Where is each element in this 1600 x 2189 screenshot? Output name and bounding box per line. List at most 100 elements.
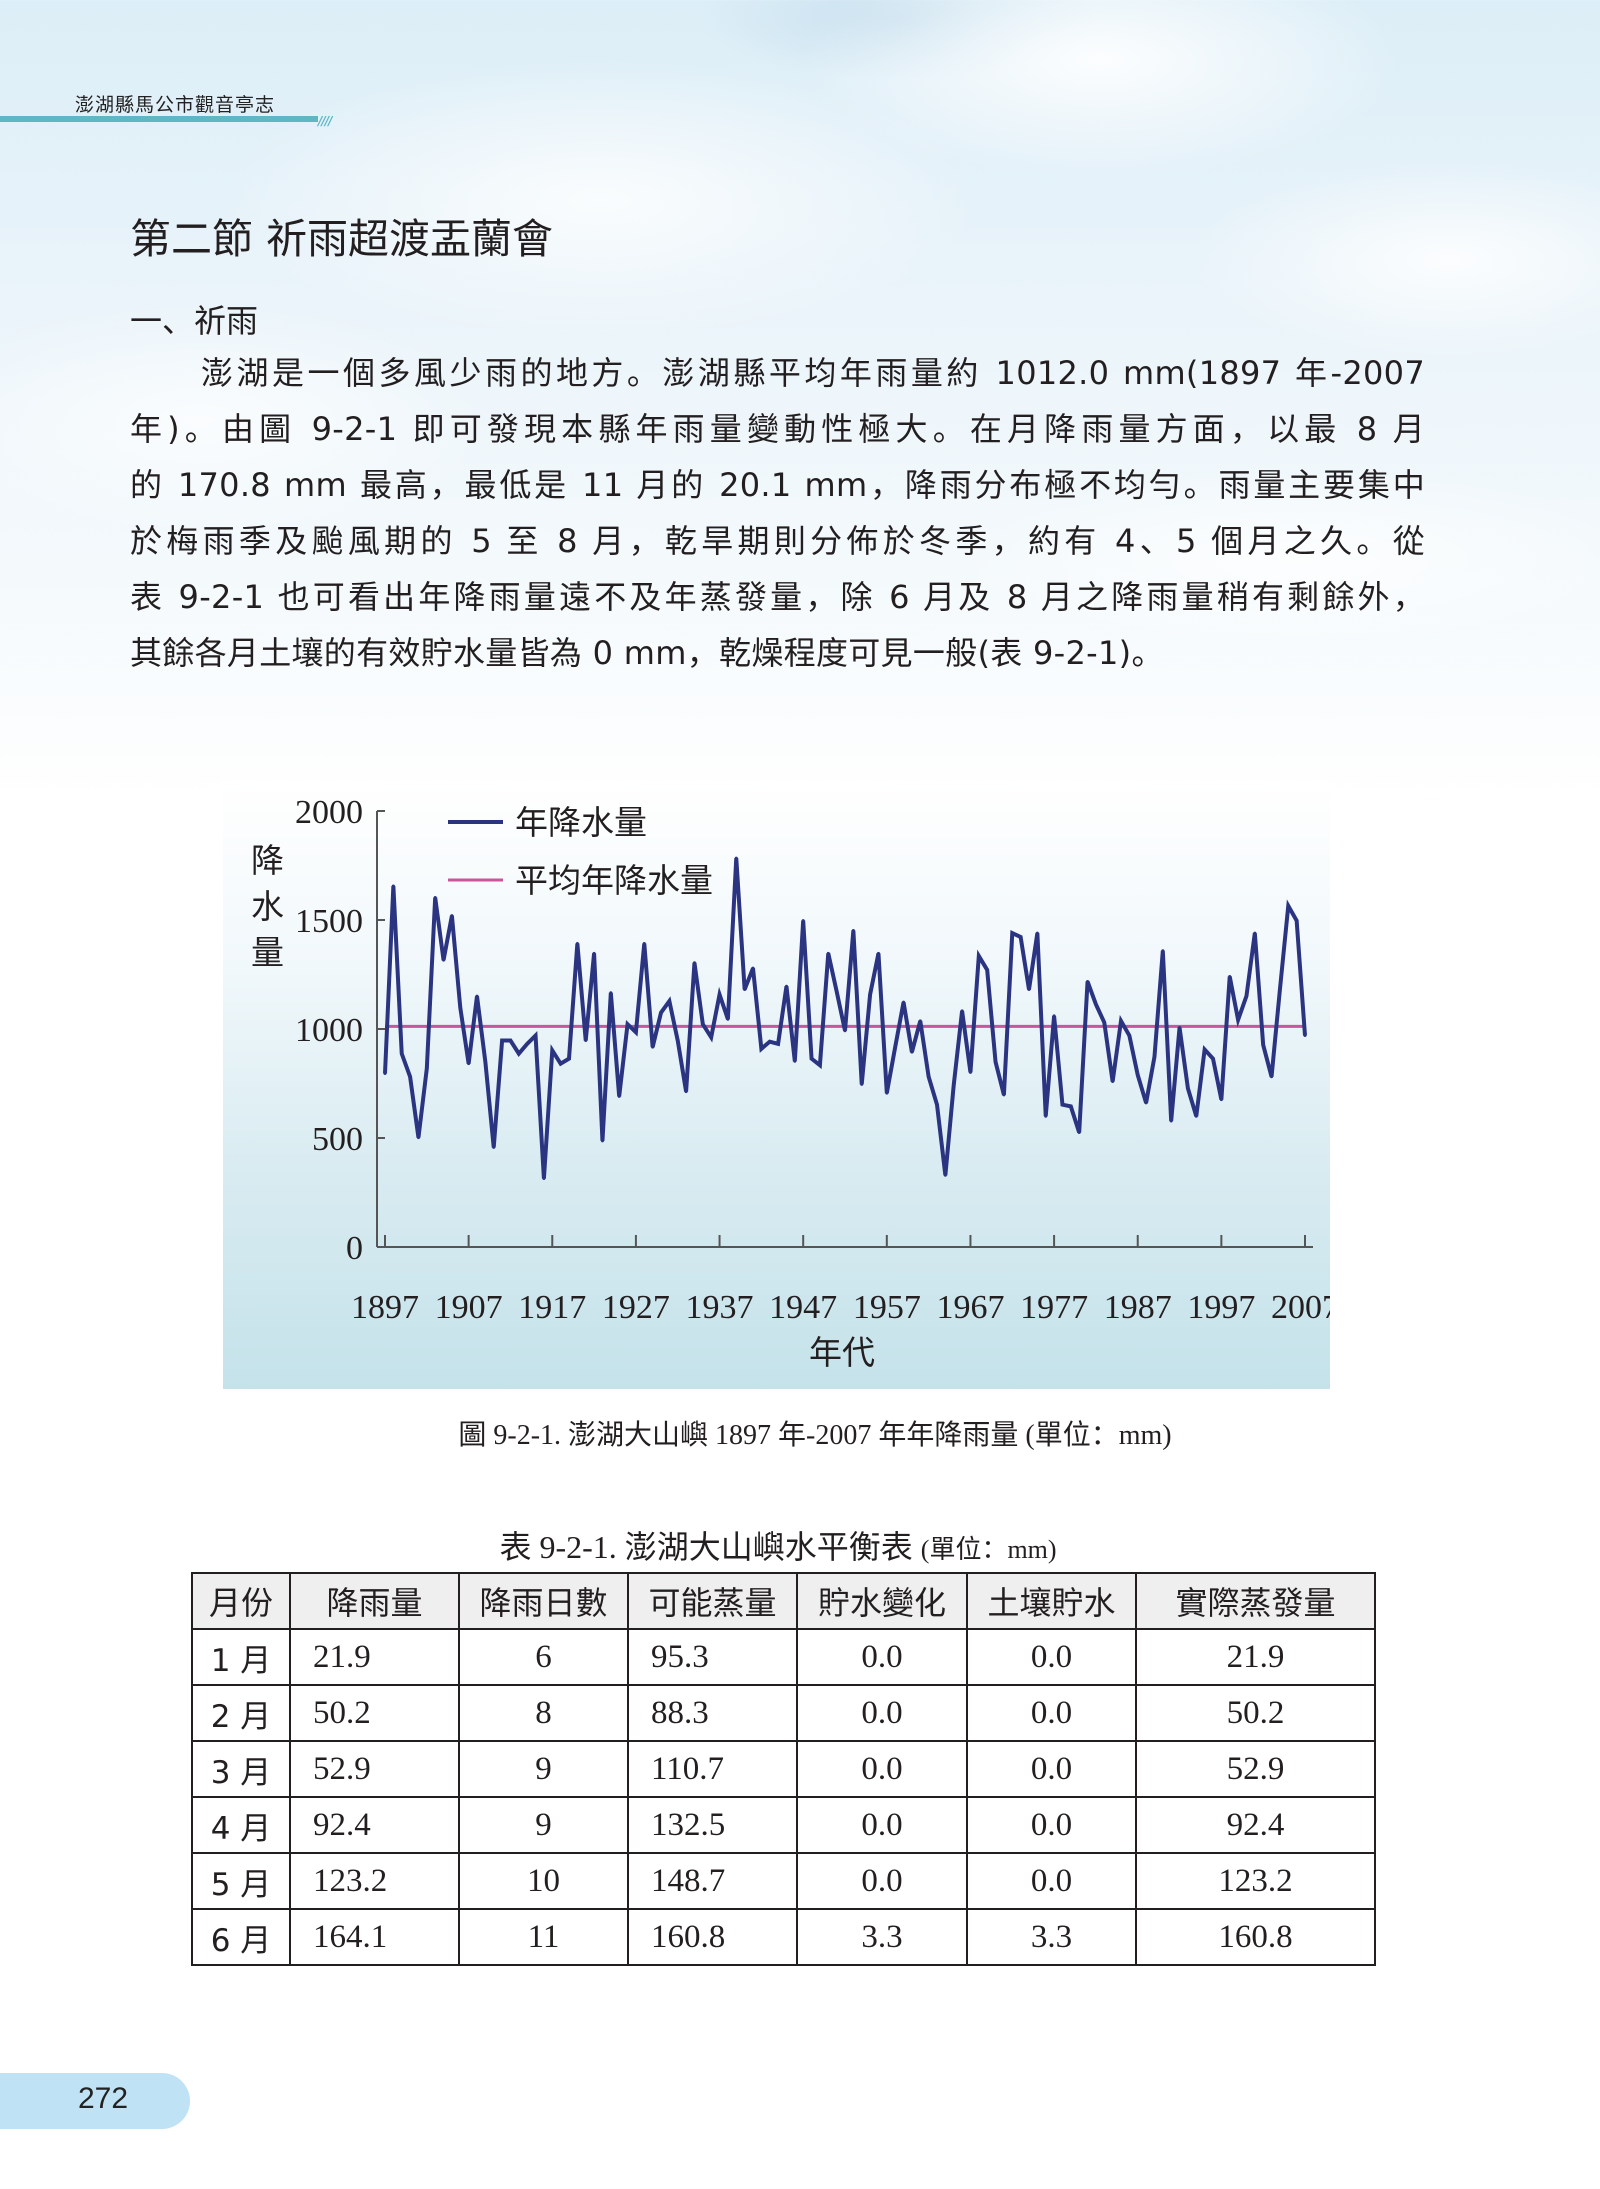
- value-cell: 9: [458, 1796, 629, 1854]
- value-cell: 110.7: [627, 1740, 798, 1798]
- data-point: [784, 984, 788, 988]
- month-cell: 6 月: [191, 1908, 291, 1966]
- data-point: [910, 1050, 914, 1054]
- column-header: 土壤貯水: [966, 1572, 1137, 1630]
- data-point: [1219, 1098, 1223, 1102]
- value-cell: 0.0: [966, 1796, 1137, 1854]
- paragraph-line: 澎湖是一個多風少雨的地方。澎湖縣平均年雨量約 1012.0 mm(1897 年-…: [130, 354, 1425, 392]
- data-point: [902, 1000, 906, 1004]
- y-axis-label: 降水量: [251, 843, 284, 972]
- value-cell: 148.7: [627, 1852, 798, 1910]
- data-point: [960, 1009, 964, 1013]
- data-point: [383, 1071, 387, 1075]
- column-header: 可能蒸量: [627, 1572, 798, 1630]
- data-point: [801, 919, 805, 923]
- data-point: [676, 1039, 680, 1043]
- data-point: [416, 1136, 420, 1140]
- data-point: [977, 954, 981, 958]
- data-point: [868, 993, 872, 997]
- value-cell: 0.0: [966, 1740, 1137, 1798]
- x-tick-label: 1927: [602, 1289, 670, 1326]
- data-point: [851, 928, 855, 932]
- value-cell: 10: [458, 1852, 629, 1910]
- data-point: [985, 968, 989, 972]
- value-cell: 50.2: [289, 1684, 460, 1742]
- header-slashes: ////: [318, 114, 332, 128]
- data-point: [1035, 931, 1039, 935]
- data-point: [968, 1070, 972, 1074]
- value-cell: 0.0: [796, 1684, 968, 1742]
- value-cell: 95.3: [627, 1628, 798, 1686]
- data-point: [1253, 931, 1257, 935]
- value-cell: 160.8: [627, 1908, 798, 1966]
- data-point: [592, 951, 596, 955]
- x-tick-label: 1937: [686, 1289, 754, 1326]
- x-ticks: 1897 1907 1917 1927 1937 1947 1957 1967 1977 1987…: [351, 1235, 1339, 1326]
- value-cell: 0.0: [796, 1796, 968, 1854]
- value-cell: 0.0: [966, 1684, 1137, 1742]
- data-point: [483, 1060, 487, 1064]
- data-point: [1002, 1093, 1006, 1097]
- data-point: [718, 993, 722, 997]
- value-cell: 3.3: [966, 1908, 1137, 1966]
- chart-svg: 0 500 1000 1500 2000 1897 1907 1917 1927 1937 194…: [251, 794, 1339, 1372]
- data-point: [500, 1039, 504, 1043]
- data-point: [793, 1059, 797, 1063]
- data-point: [1228, 974, 1232, 978]
- value-cell: 50.2: [1135, 1684, 1376, 1742]
- data-point: [1244, 994, 1248, 998]
- water-balance-table: 月份 降雨量 降雨日數 可能蒸量 貯水變化 土壤貯水 實際蒸發量 1 月 21.9 6 95.3 0…: [191, 1572, 1376, 1966]
- y-ticks: 0 500 1000 1500 2000: [295, 794, 385, 1267]
- data-point: [1044, 1114, 1048, 1118]
- data-point: [567, 1057, 571, 1061]
- data-point: [843, 1029, 847, 1033]
- table-title: 表 9-2-1. 澎湖大山嶼水平衡表 (單位：mm): [0, 1522, 1556, 1568]
- page-number-tab: [0, 2073, 190, 2129]
- table-header-row: 月份 降雨量 降雨日數 可能蒸量 貯水變化 土壤貯水 實際蒸發量: [191, 1572, 1376, 1630]
- month-cell: 5 月: [191, 1852, 291, 1910]
- x-axis-label: 年代: [809, 1335, 875, 1372]
- data-point: [1161, 949, 1165, 953]
- value-cell: 0.0: [796, 1740, 968, 1798]
- legend-label-annual: 年降水量: [515, 805, 647, 842]
- value-cell: 0.0: [796, 1852, 968, 1910]
- data-point: [1270, 1075, 1274, 1079]
- data-point: [475, 994, 479, 998]
- table-title-text: 表 9-2-1. 澎湖大山嶼水平衡表: [499, 1529, 913, 1565]
- data-point: [734, 856, 738, 860]
- data-point: [826, 951, 830, 955]
- data-point: [442, 958, 446, 962]
- value-cell: 6: [458, 1628, 629, 1686]
- value-cell: 123.2: [289, 1852, 460, 1910]
- data-point: [1111, 1080, 1115, 1084]
- y-tick-label: 0: [346, 1230, 363, 1267]
- legend-label-average: 平均年降水量: [515, 863, 713, 900]
- data-point: [1077, 1131, 1081, 1135]
- section-title: 第二節 祈雨超渡盂蘭會: [130, 215, 554, 263]
- y-tick-label: 500: [312, 1121, 363, 1158]
- value-cell: 3.3: [796, 1908, 968, 1966]
- table-row: 3 月 52.9 9 110.7 0.0 0.0 52.9: [191, 1740, 1376, 1798]
- data-point: [935, 1103, 939, 1107]
- x-tick-label: 1917: [518, 1289, 586, 1326]
- header-bar: [0, 116, 318, 122]
- data-point: [1086, 979, 1090, 983]
- data-point: [1102, 1020, 1106, 1024]
- data-point: [559, 1062, 563, 1066]
- x-tick-label: 1967: [936, 1289, 1004, 1326]
- data-point: [450, 914, 454, 918]
- value-cell: 11: [458, 1908, 629, 1966]
- data-point: [1295, 919, 1299, 923]
- data-point: [408, 1075, 412, 1079]
- column-header: 月份: [191, 1572, 291, 1630]
- value-cell: 0.0: [966, 1852, 1137, 1910]
- value-cell: 164.1: [289, 1908, 460, 1966]
- paragraph-line: 年)。由圖 9-2-1 即可發現本縣年雨量變動性極大。在月降雨量方面，以最 8 …: [130, 410, 1425, 448]
- data-point: [525, 1042, 529, 1046]
- data-point: [667, 999, 671, 1003]
- data-point: [659, 1011, 663, 1015]
- body-paragraph: 澎湖是一個多風少雨的地方。澎湖縣平均年雨量約 1012.0 mm(1897 年-…: [130, 345, 1425, 681]
- data-point: [927, 1075, 931, 1079]
- data-point: [692, 961, 696, 965]
- data-point: [508, 1039, 512, 1043]
